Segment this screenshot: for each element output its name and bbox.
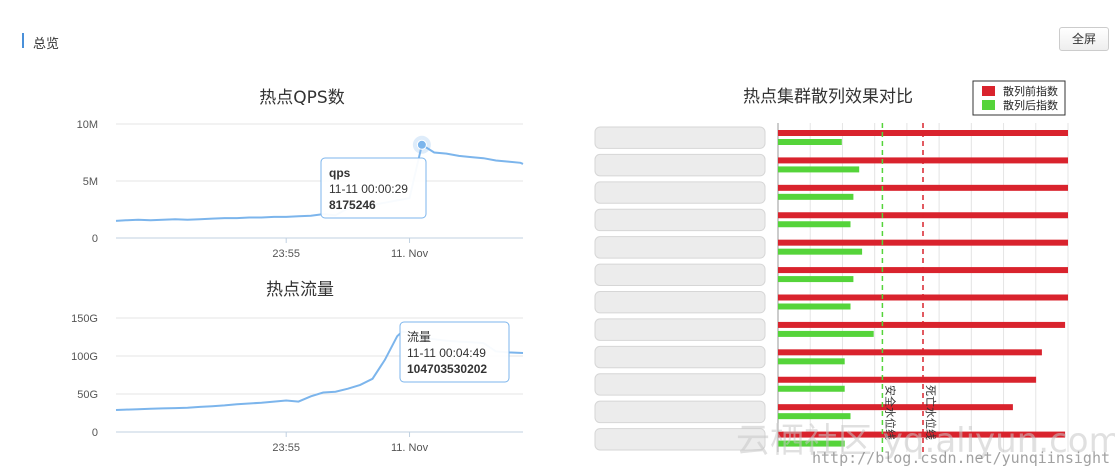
bar-before[interactable] [778,321,1066,328]
hash-vertical-gridlines [777,123,1069,452]
category-label [594,400,766,424]
traffic-x-ticks: 23:55 11. Nov [272,432,429,454]
traffic-tooltip-value: 104703530202 [407,362,487,376]
category-label [594,236,766,259]
y-tick-label: 50G [77,389,98,401]
category-label [594,208,766,232]
qps-tooltip-value: 8175246 [329,198,376,212]
qps-chart: 热点QPS数 0 5M 10M 23:55 11. Nov qps 11-11 00:… [77,88,524,260]
legend-swatch-after [982,100,995,110]
qps-hover-marker[interactable] [412,135,431,154]
category-label [594,181,766,204]
bar-after[interactable] [778,248,863,255]
y-tick-label: 10M [77,119,98,131]
header-accent-bar [22,33,24,48]
bar-after[interactable] [778,303,851,310]
bar-after[interactable] [778,166,860,173]
bar-after[interactable] [778,139,842,145]
traffic-tooltip-box [399,321,510,383]
traffic-tooltip-series: 流量 [407,330,431,344]
qps-x-ticks: 23:55 11. Nov [272,238,429,260]
traffic-tooltip: 流量 11-11 00:04:49 104703530202 [399,321,510,383]
hover-point[interactable] [416,139,427,150]
traffic-y-ticks: 0 50G 100G 150G [71,313,98,439]
qps-chart-title: 热点QPS数 [259,88,344,108]
qps-tooltip-time: 11-11 00:00:29 [329,182,408,196]
category-label [594,318,766,341]
safe-waterline-label: 安全水位线 [883,385,897,440]
category-label [594,153,766,177]
bar-after[interactable] [778,330,874,337]
category-label [594,373,766,396]
traffic-chart-title: 热点流量 [266,280,334,300]
category-label [594,291,766,314]
qps-tooltip-series: qps [329,166,351,180]
legend-swatch-before [982,86,995,96]
bar-after[interactable] [778,221,851,228]
fullscreen-button[interactable]: 全屏 [1059,27,1109,51]
y-tick-label: 100G [71,351,98,363]
hash-reference-lines [881,123,924,452]
bar-after[interactable] [778,413,851,420]
x-tick-label: 11. Nov [391,248,429,260]
traffic-tooltip-time: 11-11 00:04:49 [407,346,486,360]
hash-reference-labels: 安全水位线 死亡水位线 [883,385,938,440]
y-tick-label: 0 [92,233,98,245]
qps-gridlines [116,123,523,239]
bar-before[interactable] [778,431,1066,438]
qps-tooltip: qps 11-11 00:00:29 8175246 [320,157,427,219]
x-tick-label: 23:55 [272,442,300,454]
y-tick-label: 5M [83,176,98,188]
bar-after[interactable] [778,193,854,200]
bar-after[interactable] [778,358,845,365]
y-tick-label: 0 [92,427,98,439]
bar-after[interactable] [778,276,854,283]
y-tick-label: 150G [71,313,98,325]
bar-before[interactable] [778,376,1037,383]
bar-after[interactable] [778,440,845,447]
legend-label-after: 散列后指数 [1003,98,1058,112]
hash-chart-title: 热点集群散列效果对比 [743,87,913,107]
hash-category-labels [594,126,766,451]
x-tick-label: 11. Nov [391,442,429,454]
legend-label-before: 散列前指数 [1003,84,1058,98]
page-title: 总览 [33,36,60,51]
qps-y-ticks: 0 5M 10M [77,119,98,245]
bar-before[interactable] [778,404,1013,411]
death-waterline-label: 死亡水位线 [924,385,938,440]
qps-tooltip-box [320,157,427,219]
category-label [594,345,766,369]
watermark-brand: 云栖社区 yq.aliyun.com [736,421,1115,461]
hash-compare-chart: 热点集群散列效果对比 散列前指数 散列后指数 安全水位线 死亡水位线 [594,80,1069,452]
hash-legend: 散列前指数 散列后指数 [972,80,1066,116]
watermark-url: http://blog.csdn.net/yunqiinsight [812,449,1110,467]
bar-after[interactable] [778,385,845,392]
category-label [594,126,766,149]
category-label [594,428,766,451]
traffic-chart: 热点流量 0 50G 100G 150G 23:55 11. Nov 流量 11-11 … [71,280,524,454]
x-tick-label: 23:55 [272,248,300,260]
bar-before[interactable] [778,349,1042,356]
qps-series-line[interactable] [115,143,524,222]
category-label [594,263,766,287]
